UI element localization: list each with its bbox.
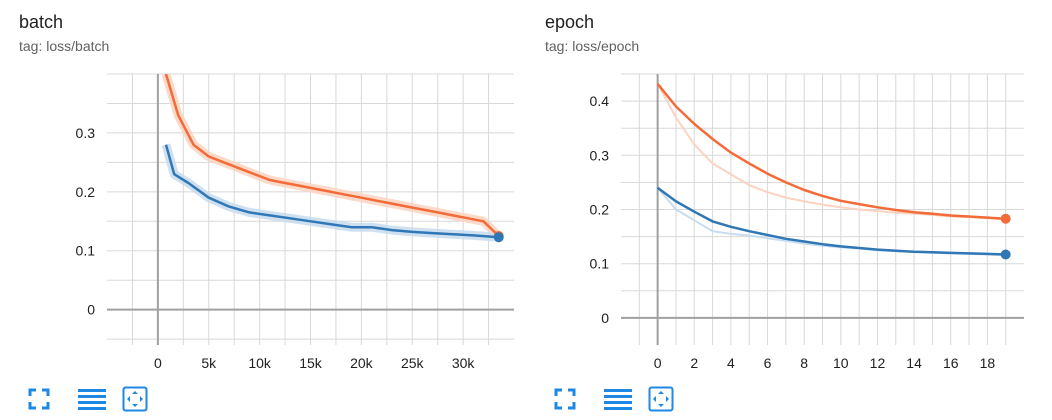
series-line-0 [656,83,1006,220]
x-tick-label: 4 [727,355,735,371]
x-tick-label: 30k [452,355,476,371]
raw-layer [656,83,1006,256]
series-line-1 [164,144,499,239]
x-tick-label: 14 [906,355,922,371]
x-tick-label: 20k [350,355,374,371]
series-group [656,83,1006,256]
batch-loss-chart[interactable]: 0 0.1 0.2 0.3 0 5k 10k 15k 20k 25k 30k [0,0,526,380]
chart-title: batch [19,12,64,32]
y-tick-label: 0.1 [590,256,610,272]
series-end-point-1 [493,232,504,243]
series-group [161,74,502,242]
x-tick-label: 6 [764,355,772,371]
y-tick-label: 0.4 [590,93,610,109]
fit-domain-icon[interactable] [122,386,148,412]
y-tick-label: 0.2 [76,184,96,200]
series-line-1 [656,186,1006,256]
x-tick-label: 8 [800,355,808,371]
x-tick-label: 10 [833,355,849,371]
smoothed-layer [164,74,500,239]
epoch-loss-chart[interactable]: 0 0.1 0.2 0.3 0.4 0 2 4 6 8 10 12 14 16 18 [526,0,1052,380]
chart-title: epoch [545,12,595,32]
series-line-0 [164,74,500,237]
y-tick-label: 0.3 [590,147,610,163]
y-tick-label: 0.2 [590,202,610,218]
chart-card-batch: batch tag: loss/batch 0 0.1 0.2 0.3 0 5k 10k 15… [0,0,526,412]
x-tick-label: 12 [870,355,886,371]
fullscreen-icon[interactable] [26,386,52,412]
series-end-point-0 [1000,213,1011,224]
series-raw-band-0 [161,74,502,240]
chart-tag: tag: loss/batch [19,38,110,54]
x-tick-label: 16 [943,355,959,371]
fit-domain-icon[interactable] [648,386,674,412]
y-tick-label: 0 [601,310,609,326]
x-tick-label: 18 [980,355,996,371]
grid [107,73,514,345]
x-tick-label: 0 [154,355,162,371]
x-tick-label: 15k [299,355,323,371]
data-table-icon[interactable] [78,386,106,412]
x-tick-label: 2 [690,355,698,371]
grid [621,73,1024,345]
y-tick-label: 0.3 [76,125,96,141]
chart-tag: tag: loss/epoch [545,38,640,54]
fullscreen-icon[interactable] [552,386,578,412]
x-tick-label: 0 [654,355,662,371]
x-tick-label: 25k [401,355,425,371]
x-tick-label: 10k [248,355,272,371]
raw-layer [161,74,502,242]
chart-card-epoch: epoch tag: loss/epoch 0 0.1 0.2 0.3 0.4 0 2 4 6 8… [526,0,1052,420]
y-tick-label: 0 [87,302,95,318]
series-end-point-1 [1000,249,1011,260]
data-table-icon[interactable] [604,386,632,412]
y-tick-label: 0.1 [76,243,96,259]
x-tick-label: 5k [201,355,217,371]
smoothed-layer [656,83,1006,256]
